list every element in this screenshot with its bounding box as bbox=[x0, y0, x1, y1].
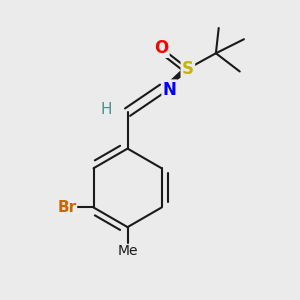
Polygon shape bbox=[163, 66, 190, 88]
Text: Br: Br bbox=[58, 200, 77, 215]
Text: O: O bbox=[154, 39, 168, 57]
Text: S: S bbox=[182, 60, 194, 78]
Text: H: H bbox=[101, 102, 112, 117]
Text: Me: Me bbox=[117, 244, 138, 258]
Text: N: N bbox=[163, 81, 177, 99]
